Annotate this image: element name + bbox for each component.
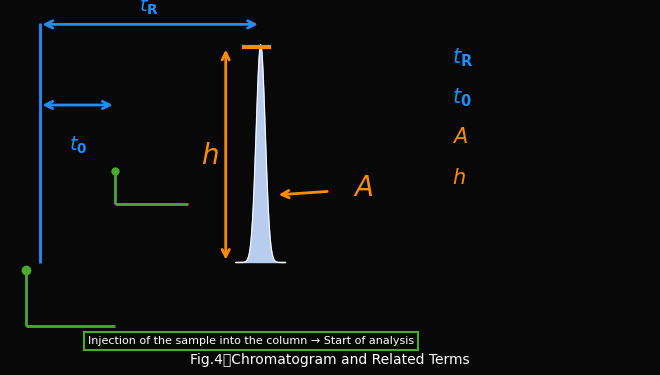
Text: $\mathit{t}_\mathregular{0}$: $\mathit{t}_\mathregular{0}$ [69,135,87,156]
Text: $\mathit{t}_\mathregular{0}$: $\mathit{t}_\mathregular{0}$ [452,86,472,109]
Text: Fig.4　Chromatogram and Related Terms: Fig.4 Chromatogram and Related Terms [190,353,470,367]
Text: $\mathit{A}$: $\mathit{A}$ [353,174,374,201]
Text: $\mathit{t}_\mathregular{R}$: $\mathit{t}_\mathregular{R}$ [139,0,158,17]
Text: $\mathit{h}$: $\mathit{h}$ [201,142,218,170]
Text: $\mathit{A}$: $\mathit{A}$ [452,127,468,147]
Text: Injection of the sample into the column → Start of analysis: Injection of the sample into the column … [88,336,414,346]
Text: $\mathit{t}_\mathregular{R}$: $\mathit{t}_\mathregular{R}$ [452,47,473,69]
Polygon shape [236,45,286,262]
Text: $\mathit{h}$: $\mathit{h}$ [452,168,466,188]
